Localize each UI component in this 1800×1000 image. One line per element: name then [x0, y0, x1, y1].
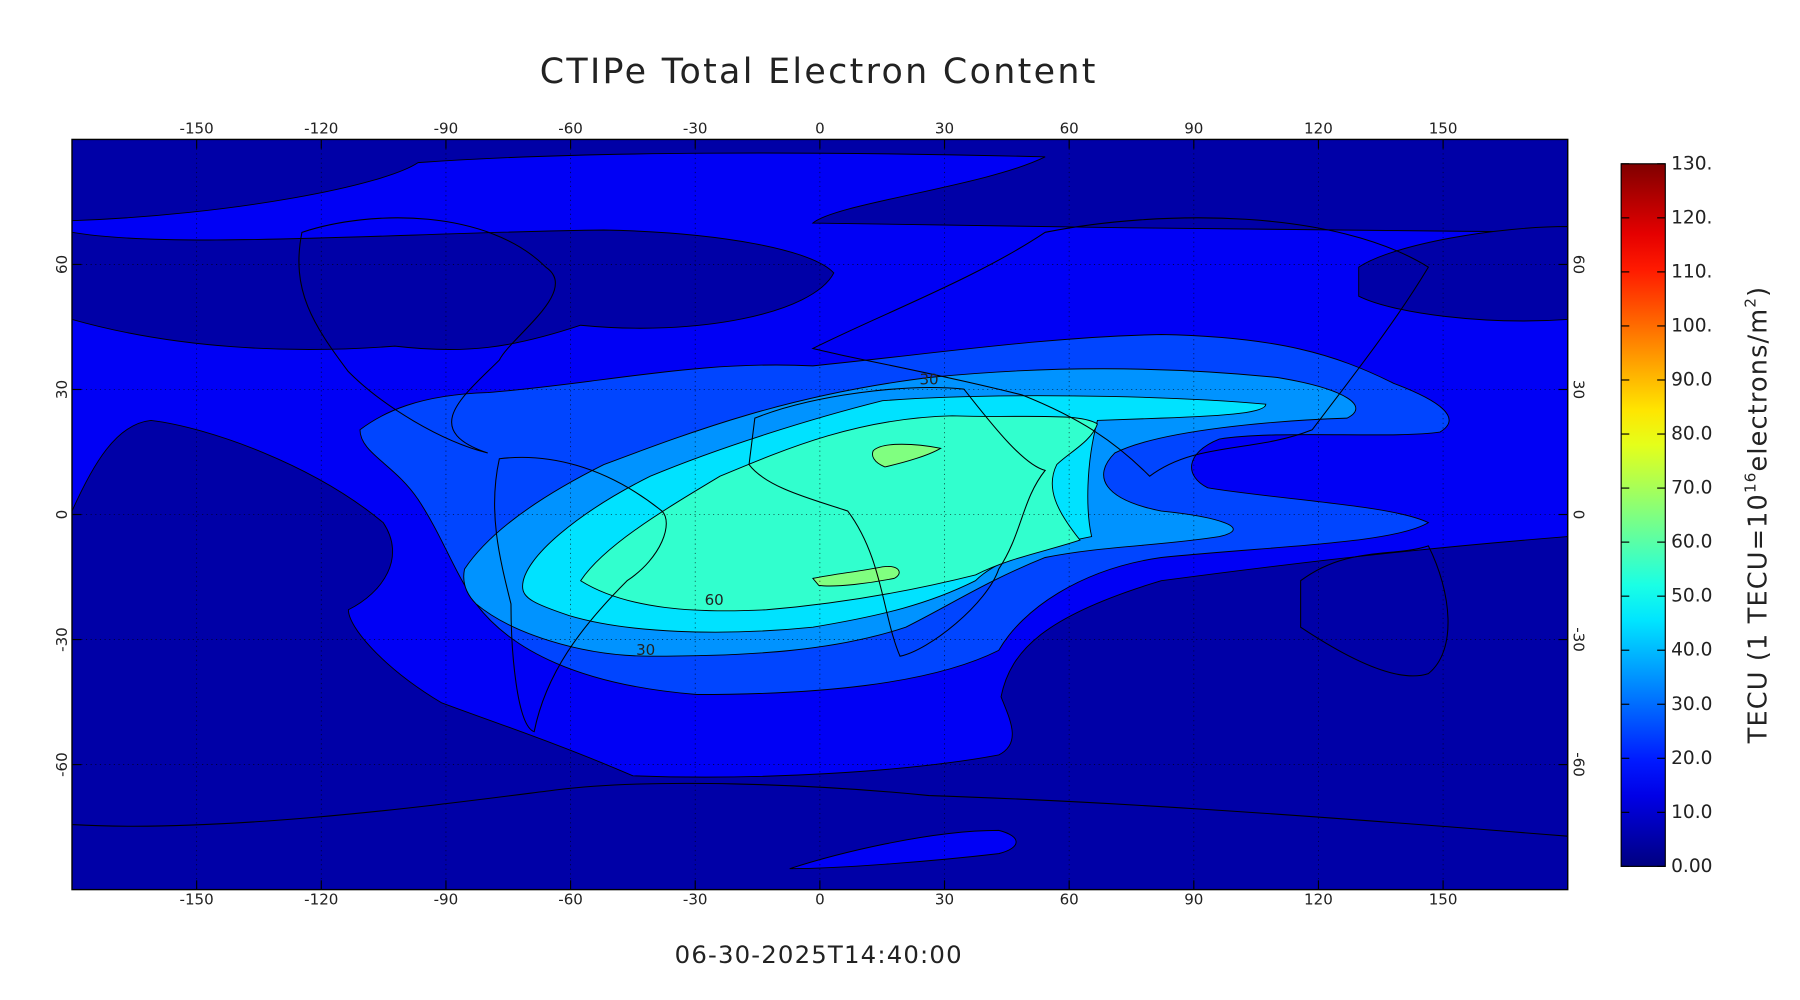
colorbar-tick-label: 110.: [1671, 261, 1712, 282]
colorbar-tick-label: 20.0: [1671, 748, 1712, 769]
coastline: [72, 782, 1568, 837]
x-tick-label: -90: [434, 119, 459, 137]
colorbar-label-exponent: 2: [1741, 297, 1759, 308]
colorbar-tick-label: 40.0: [1671, 640, 1712, 661]
coastlines: [72, 217, 1568, 837]
x-tick-label: -120: [304, 891, 338, 909]
x-tick-label: 30: [935, 119, 954, 137]
y-tick-label: -60: [53, 752, 71, 777]
colorbar: [1620, 163, 1666, 867]
x-tick-label: 150: [1429, 891, 1458, 909]
colorbar-tick-label: 0.00: [1671, 856, 1712, 877]
y-tick-label: -30: [1570, 627, 1588, 652]
contour-region: [789, 829, 1017, 870]
coastline: [748, 387, 1047, 657]
x-tick-label: 150: [1429, 119, 1458, 137]
x-tick-label: -150: [180, 119, 214, 137]
x-tick-label: -90: [434, 891, 459, 909]
x-tick-label: 0: [815, 891, 825, 909]
coastline: [298, 217, 556, 454]
colorbar-tick-label: 60.0: [1671, 532, 1712, 553]
colorbar-tick-label: 80.0: [1671, 424, 1712, 445]
colorbar-tick-label: 90.0: [1671, 369, 1712, 390]
x-tick-label: 90: [1184, 119, 1203, 137]
colorbar-tick-label: 30.0: [1671, 694, 1712, 715]
colorbar-tick-label: 10.0: [1671, 802, 1712, 823]
x-tick-label: 0: [815, 119, 825, 137]
y-tick-label: 60: [53, 255, 71, 274]
y-tick-label: 0: [53, 510, 71, 520]
colorbar-tick-label: 70.0: [1671, 478, 1712, 499]
colorbar-label: TECU (1 TECU=1016electrons/m2): [1741, 286, 1774, 744]
coastline: [811, 217, 1430, 477]
colorbar-label-part: TECU (1 TECU=10: [1743, 493, 1773, 744]
y-tick-label: 30: [1570, 380, 1588, 399]
x-tick-label: -30: [683, 119, 708, 137]
x-tick-label: 30: [935, 891, 954, 909]
contour-label: 30: [919, 370, 938, 388]
chart-title: CTIPe Total Electron Content: [540, 52, 1098, 92]
y-tick-label: -30: [53, 627, 71, 652]
x-tick-label: 60: [1060, 119, 1079, 137]
y-tick-label: -60: [1570, 752, 1588, 777]
colorbar-tick-label: 130.: [1671, 153, 1712, 174]
coastline: [1300, 545, 1449, 677]
y-tick-label: 0: [1570, 510, 1588, 520]
colorbar-tick-label: 100.: [1671, 315, 1712, 336]
colorbar-tick-label: 120.: [1671, 207, 1712, 228]
x-tick-label: 120: [1304, 119, 1333, 137]
contour-region: [72, 229, 835, 351]
x-tick-label: -120: [304, 119, 338, 137]
x-tick-label: 120: [1304, 891, 1333, 909]
x-tick-label: -150: [180, 891, 214, 909]
contour-label: 30: [636, 641, 655, 659]
contour-region: [872, 443, 942, 468]
x-tick-label: 90: [1184, 891, 1203, 909]
y-tick-label: 30: [53, 380, 71, 399]
colorbar-label-part: ): [1743, 286, 1773, 297]
y-tick-label: 60: [1570, 255, 1588, 274]
x-tick-label: 60: [1060, 891, 1079, 909]
timestamp: 06-30-2025T14:40:00: [675, 940, 963, 969]
colorbar-label-exponent: 16: [1741, 472, 1759, 494]
colorbar-label-part: electrons/m: [1743, 308, 1773, 472]
coastline: [494, 456, 667, 733]
x-tick-label: -60: [558, 891, 583, 909]
x-tick-label: -60: [558, 119, 583, 137]
contour-label: 60: [705, 591, 724, 609]
contour-region: [812, 565, 900, 587]
x-tick-label: -30: [683, 891, 708, 909]
contour-region: [1358, 226, 1568, 322]
colorbar-tick-label: 50.0: [1671, 586, 1712, 607]
grid: [72, 139, 1568, 890]
contour-region: [579, 415, 1098, 612]
